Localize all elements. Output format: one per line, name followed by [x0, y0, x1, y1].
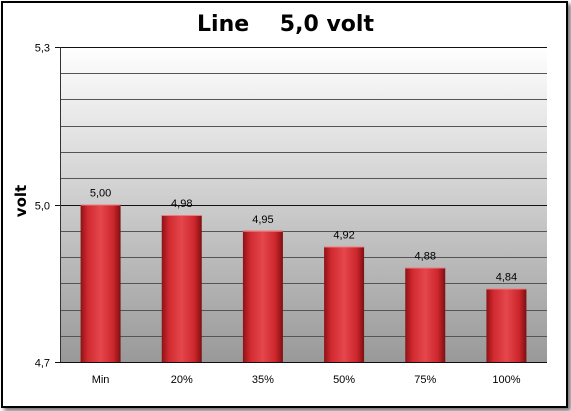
bar [161, 215, 202, 362]
bar [324, 246, 365, 362]
bar [242, 230, 283, 362]
x-tick-label: 100% [492, 374, 520, 386]
y-tick-label: 5,3 [35, 43, 50, 55]
bar [486, 288, 527, 362]
data-label: 4,95 [252, 214, 273, 226]
plot-area [60, 47, 547, 362]
x-tick-label: 20% [171, 374, 193, 386]
data-label: 5,00 [90, 188, 111, 200]
bar [405, 267, 446, 362]
y-tick-label: 4,7 [35, 358, 50, 370]
chart-title: Line 5,0 volt [197, 12, 374, 37]
data-label: 4,84 [496, 272, 517, 284]
data-label: 4,98 [171, 198, 192, 210]
bar [80, 204, 121, 362]
x-tick-label: Min [92, 374, 110, 386]
data-label: 4,88 [415, 251, 436, 263]
y-tick-label: 5,0 [35, 201, 50, 213]
x-tick-label: 35% [252, 374, 274, 386]
x-tick-label: 75% [414, 374, 436, 386]
data-label: 4,92 [333, 230, 354, 242]
x-tick-label: 50% [333, 374, 355, 386]
